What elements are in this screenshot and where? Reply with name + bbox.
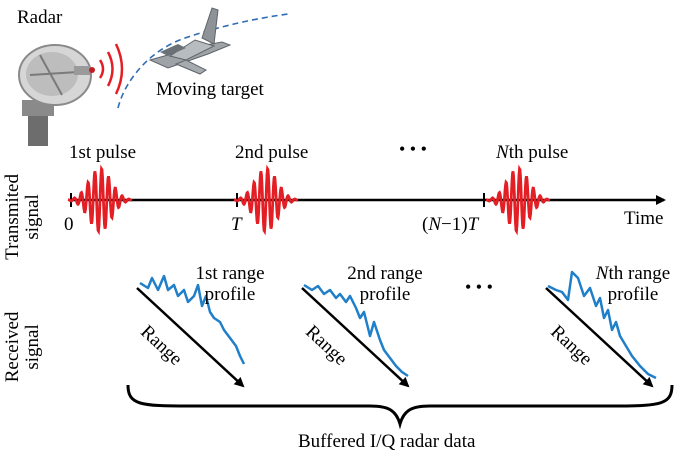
- tick-N-T: T: [467, 214, 479, 235]
- pulse-N-suffix: th pulse: [508, 142, 569, 163]
- profile-2-line-2: profile: [359, 283, 411, 305]
- pulse-N: [485, 164, 551, 236]
- received-line-1: Received: [2, 311, 24, 383]
- pulse-2: [233, 164, 299, 236]
- range-arrow-2: [301, 287, 410, 388]
- tick-N-T-label: (N−1)T: [422, 215, 478, 234]
- profile-N-line-1: Nth range: [588, 263, 678, 285]
- profile-N-suffix: th range: [608, 263, 671, 284]
- range-arrow-1: [136, 287, 245, 388]
- curly-brace: [126, 384, 674, 430]
- received-signal-label: Received signal: [2, 297, 43, 397]
- profile-1-line-2: profile: [204, 283, 256, 305]
- radio-waves-icon: [98, 43, 124, 95]
- range-profile-N: [547, 270, 657, 380]
- profile-1-line-1: 1st range: [195, 263, 265, 284]
- transmitted-line-1: Transmited: [2, 174, 24, 260]
- profile-N-letter: N: [595, 263, 609, 284]
- pulse-N-label: Nth pulse: [496, 143, 568, 162]
- profile-ellipsis: • • •: [465, 277, 493, 297]
- profile-N-label: Nth range profile: [588, 263, 678, 306]
- profile-2-label: 2nd range profile: [340, 263, 430, 306]
- tick-N-rest: −1): [441, 214, 468, 235]
- transmitted-line-2: signal: [22, 194, 43, 240]
- range-profile-2: [303, 283, 409, 378]
- buffered-data-label: Buffered I/Q radar data: [298, 431, 476, 452]
- pulse-group: [67, 164, 551, 236]
- pulse-2-label: 2nd pulse: [235, 142, 309, 163]
- received-line-2: signal: [22, 324, 43, 370]
- profile-1-label: 1st range profile: [190, 263, 270, 306]
- profile-N-line-2: profile: [607, 283, 659, 305]
- pulse-ellipsis: • • •: [399, 139, 427, 159]
- radar-dish-icon: [18, 44, 95, 146]
- tick-N-open: (: [422, 214, 429, 235]
- tick-0-label: 0: [64, 214, 74, 235]
- pulse-N-letter: N: [496, 142, 509, 163]
- pulse-1: [67, 164, 133, 236]
- range-profile-1: [139, 274, 246, 365]
- target-trajectory: [117, 13, 289, 109]
- transmitted-signal-label: Transmited signal: [2, 167, 43, 267]
- pulse-1-label: 1st pulse: [69, 142, 137, 163]
- range-arrow-N: [545, 287, 654, 388]
- tick-N-letter: N: [428, 214, 442, 235]
- time-label: Time: [624, 208, 664, 229]
- tick-T-label: T: [231, 214, 242, 235]
- fighter-jet-icon: [148, 7, 232, 75]
- profile-2-line-1: 2nd range: [347, 263, 423, 284]
- moving-target-label: Moving target: [156, 79, 264, 100]
- radar-label: Radar: [17, 7, 63, 28]
